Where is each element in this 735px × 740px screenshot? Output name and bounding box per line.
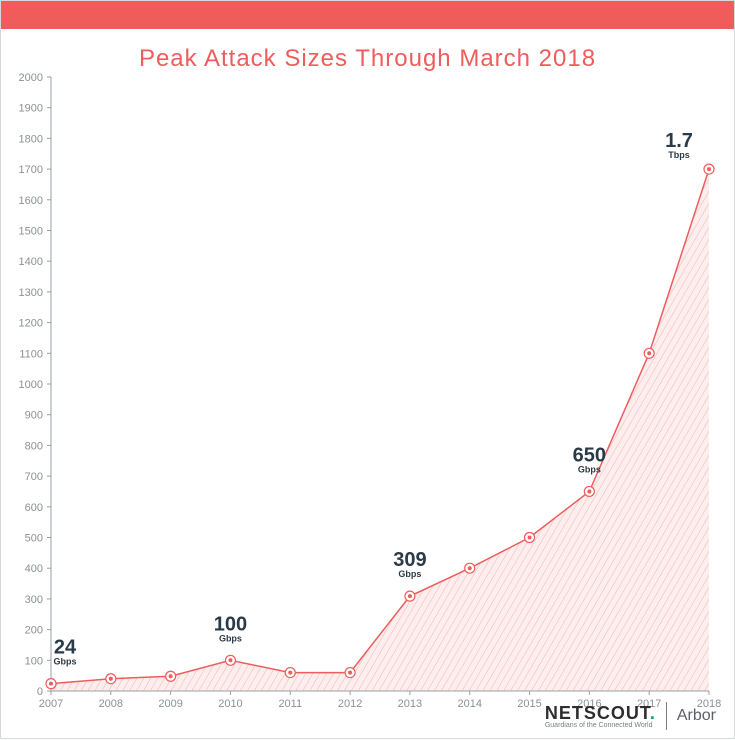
brand-sub: Arbor <box>677 707 716 725</box>
svg-text:24: 24 <box>54 637 77 659</box>
svg-text:1400: 1400 <box>19 256 43 268</box>
svg-text:1200: 1200 <box>19 318 43 330</box>
brand-main: NETSCOUT. <box>545 703 656 723</box>
svg-text:400: 400 <box>25 563 43 575</box>
svg-text:200: 200 <box>25 625 43 637</box>
svg-text:2013: 2013 <box>398 698 422 710</box>
svg-text:100: 100 <box>25 655 43 667</box>
svg-text:600: 600 <box>25 502 43 514</box>
svg-text:1.7: 1.7 <box>665 130 693 152</box>
svg-text:0: 0 <box>37 686 43 698</box>
svg-text:Gbps: Gbps <box>219 633 242 643</box>
svg-text:1100: 1100 <box>19 348 43 360</box>
svg-text:Gbps: Gbps <box>578 464 601 474</box>
footer: NETSCOUT. Guardians of the Connected Wor… <box>545 702 716 730</box>
svg-text:Gbps: Gbps <box>53 657 76 667</box>
brand-block: NETSCOUT. Guardians of the Connected Wor… <box>545 703 656 729</box>
svg-text:2007: 2007 <box>39 698 63 710</box>
svg-text:2011: 2011 <box>278 698 302 710</box>
svg-text:2014: 2014 <box>457 698 481 710</box>
svg-text:650: 650 <box>573 444 606 466</box>
svg-text:1600: 1600 <box>19 195 43 207</box>
svg-text:300: 300 <box>25 594 43 606</box>
chart-svg: 0 100 200 300 400 500 600 700 800 900 1000 1100 1200… <box>1 1 735 740</box>
footer-divider <box>666 702 667 730</box>
brand-main-text: NETSCOUT <box>545 703 650 723</box>
svg-text:309: 309 <box>393 549 426 571</box>
svg-text:500: 500 <box>25 533 43 545</box>
svg-text:2015: 2015 <box>517 698 541 710</box>
svg-text:1000: 1000 <box>19 379 43 391</box>
svg-text:700: 700 <box>25 471 43 483</box>
svg-text:2000: 2000 <box>19 72 43 84</box>
brand-tagline: Guardians of the Connected World <box>545 722 656 729</box>
svg-text:1300: 1300 <box>19 287 43 299</box>
svg-text:1900: 1900 <box>19 103 43 115</box>
svg-text:800: 800 <box>25 440 43 452</box>
svg-text:1800: 1800 <box>19 133 43 145</box>
svg-text:Gbps: Gbps <box>398 569 421 579</box>
svg-text:1500: 1500 <box>19 226 43 238</box>
svg-text:2009: 2009 <box>158 698 182 710</box>
chart-area: 0 100 200 300 400 500 600 700 800 900 1000 1100 1200… <box>1 1 735 740</box>
svg-text:2012: 2012 <box>338 698 362 710</box>
svg-text:1700: 1700 <box>19 164 43 176</box>
svg-text:100: 100 <box>214 613 247 635</box>
svg-text:900: 900 <box>25 410 43 422</box>
svg-text:2008: 2008 <box>99 698 123 710</box>
svg-text:Tbps: Tbps <box>668 150 690 160</box>
brand-dot: . <box>650 703 656 723</box>
svg-text:2010: 2010 <box>218 698 242 710</box>
